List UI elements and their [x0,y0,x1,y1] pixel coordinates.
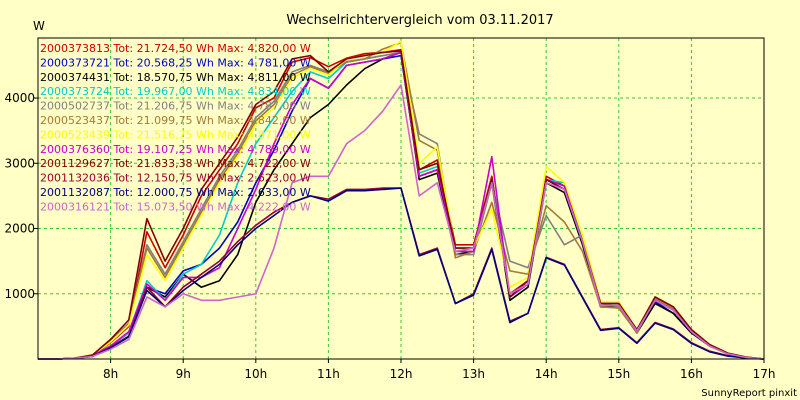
x-tick-label: 17h [753,367,776,381]
x-tick-label: 11h [317,367,340,381]
legend-entry-2000374431: 2000374431 Tot: 18.570,75 Wh Max: 4.811,… [40,71,311,84]
y-tick-label: 1000 [4,287,35,301]
plot-border [37,37,765,360]
x-tick-label: 12h [390,367,413,381]
legend-entry-2000316121: 2000316121 Tot: 15.073,50 Wh Max: 4.222,… [40,200,311,213]
legend-entry-2000502737: 2000502737 Tot: 21.206,75 Wh Max: 4.787,… [40,100,311,113]
legend-entry-2000373813: 2000373813 Tot: 21.724,50 Wh Max: 4.820,… [40,42,311,55]
legend-entry-2000376360: 2000376360 Tot: 19.107,25 Wh Max: 4.789,… [40,143,311,156]
legend-entry-2000373724: 2000373724 Tot: 19.967,00 Wh Max: 4.834,… [40,85,311,98]
x-tick-label: 10h [244,367,267,381]
legend-entry-2000523437: 2000523437 Tot: 21.099,75 Wh Max: 4.842,… [40,114,311,127]
x-tick-label: 15h [607,367,630,381]
legend-entry-2001132087: 2001132087 Tot: 12.000,75 Wh Max: 2.633,… [40,186,311,199]
legend: 2000373813 Tot: 21.724,50 Wh Max: 4.820,… [40,42,311,213]
y-tick-label: 2000 [4,222,35,236]
legend-entry-2000373721: 2000373721 Tot: 20.568,25 Wh Max: 4.781,… [40,56,311,69]
x-tick-label: 14h [535,367,558,381]
axis-layer: 8h 9h 10h 11h 12h 13h 14h 15h 16h 17h 1000 2000 3000… [4,91,775,381]
y-axis-unit-label: W [33,19,45,33]
x-tick-label: 9h [176,367,191,381]
y-tick-label: 4000 [4,91,35,105]
legend-entry-2001132036: 2001132036 Tot: 12.150,75 Wh Max: 2.623,… [40,172,311,185]
legend-entry-2001129627: 2001129627 Tot: 21.833,38 Wh Max: 4.722,… [40,157,311,170]
x-tick-label: 16h [680,367,703,381]
series-layer [38,40,765,360]
chart-credit: SunnyReport pinxit [701,388,797,399]
series-line-2000316121 [38,84,765,360]
y-tick-label: 3000 [4,156,35,170]
series-line-2001129627 [38,50,765,360]
chart-title: Wechselrichtervergleich vom 03.11.2017 [286,13,553,28]
x-tick-label: 8h [103,367,118,381]
legend-entry-2000523439: 2000523439 Tot: 21.516,75 Wh Max: 4.871,… [40,128,311,141]
series-line-2001132087 [38,187,765,360]
x-tick-label: 13h [462,367,485,381]
